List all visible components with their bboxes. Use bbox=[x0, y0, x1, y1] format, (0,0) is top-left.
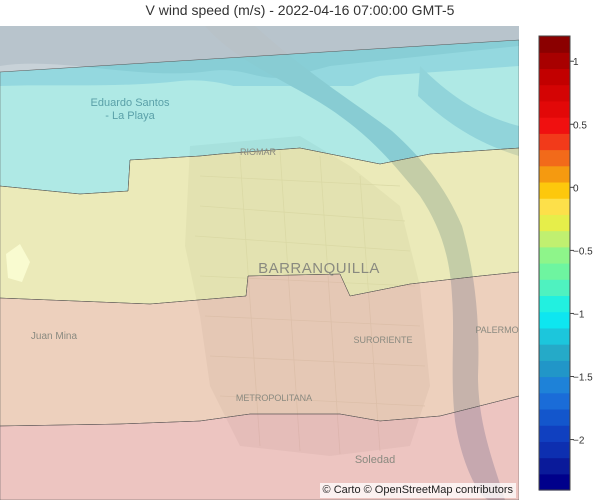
colorbar-segment bbox=[539, 149, 570, 167]
magdalena-river bbox=[205, 26, 505, 500]
colorbar-segment bbox=[539, 295, 570, 313]
colorbar-segment bbox=[539, 230, 570, 248]
colorbar-segment bbox=[539, 344, 570, 361]
open-area bbox=[6, 244, 30, 282]
colorbar-ticks: 1 0.5 0 −0.5 −1 −1.5 −2 bbox=[570, 57, 593, 447]
colorbar-segment bbox=[539, 214, 570, 232]
river-channel bbox=[418, 66, 519, 156]
colorbar-segment bbox=[539, 425, 570, 442]
colorbar: 1 0.5 0 −0.5 −1 −1.5 −2 bbox=[538, 35, 593, 491]
band-far-south[interactable] bbox=[0, 395, 519, 500]
street-grid bbox=[194, 150, 426, 455]
colorbar-border bbox=[538, 35, 571, 491]
colorbar-segment bbox=[539, 68, 570, 86]
colorbar-segment bbox=[539, 392, 570, 410]
colorbar-tick-label: 0 bbox=[573, 183, 579, 194]
colorbar-tick-label: −1 bbox=[573, 309, 585, 320]
colorbar-segment bbox=[539, 198, 570, 215]
place-label-eduardo-santos-line2: - La Playa bbox=[105, 110, 155, 122]
colorbar-segment bbox=[539, 441, 570, 459]
place-label-soledad: Soledad bbox=[355, 454, 395, 466]
colorbar-tick-label: −0.5 bbox=[573, 246, 593, 257]
colorbar-tick-label: −1.5 bbox=[573, 373, 593, 384]
colorbar-segment bbox=[539, 246, 570, 264]
chart-title: V wind speed (m/s) - 2022-04-16 07:00:00… bbox=[145, 2, 455, 18]
urban-area bbox=[185, 136, 430, 456]
place-label-eduardo-santos-line1: Eduardo Santos bbox=[91, 97, 170, 109]
colorbar-tick-label: −2 bbox=[573, 436, 585, 447]
colorbar-segment bbox=[539, 360, 570, 378]
colorbar-segment bbox=[539, 117, 570, 134]
colorbar-segment bbox=[539, 408, 570, 426]
colorbar-segment bbox=[539, 133, 570, 151]
place-label-barranquilla: BARRANQUILLA bbox=[258, 260, 380, 277]
place-label-juan-mina: Juan Mina bbox=[31, 331, 78, 342]
colorbar-segment bbox=[539, 52, 570, 70]
place-label-suroriente: SURORIENTE bbox=[353, 335, 412, 345]
map-view[interactable]: Eduardo Santos - La Playa RIOMAR BARRANQ… bbox=[0, 26, 519, 500]
colorbar-segment bbox=[539, 165, 570, 183]
colorbar-tick-label: 1 bbox=[573, 57, 579, 68]
colorbar-segment bbox=[539, 84, 570, 102]
colorbar-segment bbox=[539, 263, 570, 280]
colorbar-segment bbox=[539, 100, 570, 118]
place-label-metropolitana: METROPOLITANA bbox=[236, 393, 312, 403]
colorbar-segment bbox=[539, 36, 570, 53]
colorbar-segment bbox=[539, 327, 570, 345]
colorbar-gradient bbox=[539, 36, 570, 491]
colorbar-segment bbox=[539, 376, 570, 394]
basemap: Eduardo Santos - La Playa RIOMAR BARRANQ… bbox=[0, 26, 519, 500]
colorbar-segment bbox=[539, 473, 570, 491]
colorbar-segment bbox=[539, 457, 570, 475]
colorbar-segment bbox=[539, 181, 570, 199]
place-label-riomar: RIOMAR bbox=[240, 147, 277, 157]
colorbar-segment bbox=[539, 311, 570, 329]
place-label-palermo: PALERMO bbox=[475, 325, 518, 335]
map-attribution[interactable]: © Carto © OpenStreetMap contributors bbox=[319, 483, 516, 498]
colorbar-segment bbox=[539, 279, 570, 297]
colorbar-tick-label: 0.5 bbox=[573, 120, 587, 131]
